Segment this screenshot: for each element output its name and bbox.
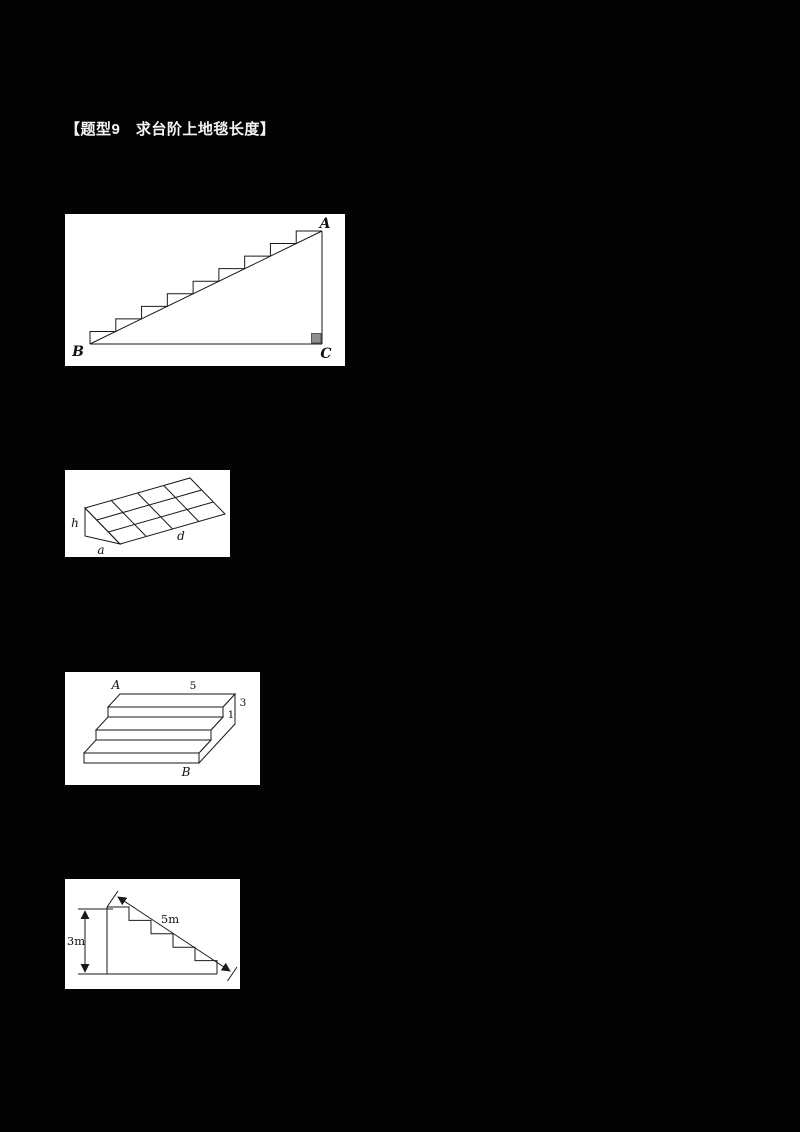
- ramp-grid-drawing: h a d: [71, 477, 226, 557]
- staircase-dimensions-drawing: 3m 5m: [67, 890, 238, 982]
- stairs-outline: [89, 230, 322, 344]
- steps-3d-drawing: A 5 3 1 B: [82, 678, 247, 779]
- steps-top-length-label: 5: [190, 680, 197, 692]
- dimension-tick: [106, 890, 119, 908]
- vertex-label-c: C: [320, 346, 331, 362]
- steps-top-label-a: A: [111, 678, 121, 692]
- height-dimension-label: 3m: [67, 934, 85, 948]
- tread-face: [82, 739, 213, 754]
- ramp-base-label: a: [97, 543, 104, 557]
- steps-depth-label: 3: [240, 697, 247, 709]
- dimension-tick: [227, 966, 238, 982]
- triangle-hypotenuse-line: [89, 230, 323, 345]
- slope-dimension-line: [117, 896, 231, 972]
- tread-face: [106, 693, 237, 708]
- figure-staircase-dimensions: 3m 5m: [65, 879, 240, 989]
- right-angle-marker: [311, 333, 322, 344]
- tread-face: [94, 716, 225, 731]
- grid-column-line: [110, 500, 147, 537]
- figure-staircase-triangle: A B C: [65, 214, 345, 366]
- riser-face: [107, 706, 224, 718]
- grid-column-line: [163, 485, 200, 522]
- steps-bottom-label-b: B: [181, 765, 191, 779]
- vertex-label-a: A: [318, 216, 331, 232]
- vertex-label-b: B: [71, 344, 84, 360]
- steps-riser-label: 1: [228, 709, 235, 721]
- staircase-triangle-drawing: A B C: [71, 216, 332, 362]
- figure-ramp-grid: h a d: [65, 470, 230, 557]
- riser-face: [95, 729, 212, 741]
- figure-steps-3d: A 5 3 1 B: [65, 672, 260, 785]
- grid-column-line: [137, 492, 173, 530]
- problem-type-heading: 【题型9 求台阶上地毯长度】: [65, 121, 276, 138]
- slope-dimension-label: 5m: [161, 912, 179, 926]
- ramp-height-label: h: [71, 516, 79, 530]
- riser-face: [83, 752, 200, 764]
- ramp-slope-label: d: [177, 529, 185, 543]
